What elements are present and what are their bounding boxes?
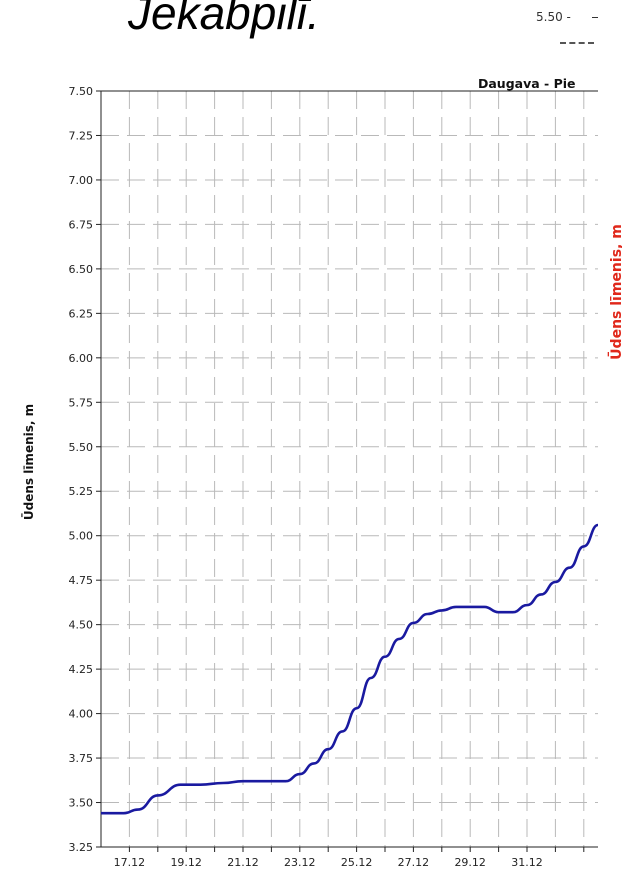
x-tick-label: 25.12 [341, 856, 373, 869]
inset-tick-label: 5.50 - [536, 10, 571, 24]
y-tick-label: 3.50 [69, 797, 94, 810]
page-heading: Jekabpilī. [128, 0, 320, 39]
grid [101, 91, 598, 847]
y-tick-label: 7.25 [69, 129, 94, 142]
inset-tick [592, 17, 598, 18]
x-tick-label: 17.12 [114, 856, 146, 869]
y-tick-label: 6.00 [69, 352, 94, 365]
inset-partial-label [560, 42, 594, 50]
y-tick-label: 4.00 [69, 708, 94, 721]
series-group [101, 523, 599, 815]
x-axis-ticks: 17.12 19.12 21.12 23.12 25.12 27.12 29.12 31.12 [114, 847, 585, 869]
y-tick-label: 5.25 [69, 485, 94, 498]
axes [100, 90, 598, 848]
y-tick-label: 4.50 [69, 619, 94, 632]
y-axis-ticks: 7.50 7.25 7.00 6.75 6.50 6.25 6.00 5.75 5.50 5.25… [69, 85, 101, 854]
x-tick-label: 21.12 [227, 856, 259, 869]
y-axis-label-right: Ūdens līmenis, m [607, 224, 622, 360]
y-tick-label: 3.75 [69, 752, 94, 765]
x-tick-label: 31.12 [511, 856, 543, 869]
series-line [101, 523, 599, 815]
y-tick-label: 5.75 [69, 396, 94, 409]
y-tick-label: 5.00 [69, 530, 94, 543]
chart-title: Daugava - Pie [478, 76, 576, 91]
inset-chart-fragment: 5.50 - [500, 0, 622, 70]
y-tick-label: 3.25 [69, 841, 94, 854]
x-tick-label: 23.12 [284, 856, 316, 869]
x-tick-label: 19.12 [170, 856, 202, 869]
y-axis-label: Ūdens līmenis, m [21, 404, 36, 520]
x-tick-label: 29.12 [454, 856, 486, 869]
y-tick-label: 4.75 [69, 574, 94, 587]
y-tick-label: 6.25 [69, 307, 94, 320]
x-tick-label: 27.12 [398, 856, 430, 869]
y-tick-label: 5.50 [69, 441, 94, 454]
y-tick-label: 6.75 [69, 218, 94, 231]
y-tick-label: 6.50 [69, 263, 94, 276]
y-tick-label: 4.25 [69, 663, 94, 676]
y-tick-label: 7.00 [69, 174, 94, 187]
y-tick-label: 7.50 [69, 85, 94, 98]
